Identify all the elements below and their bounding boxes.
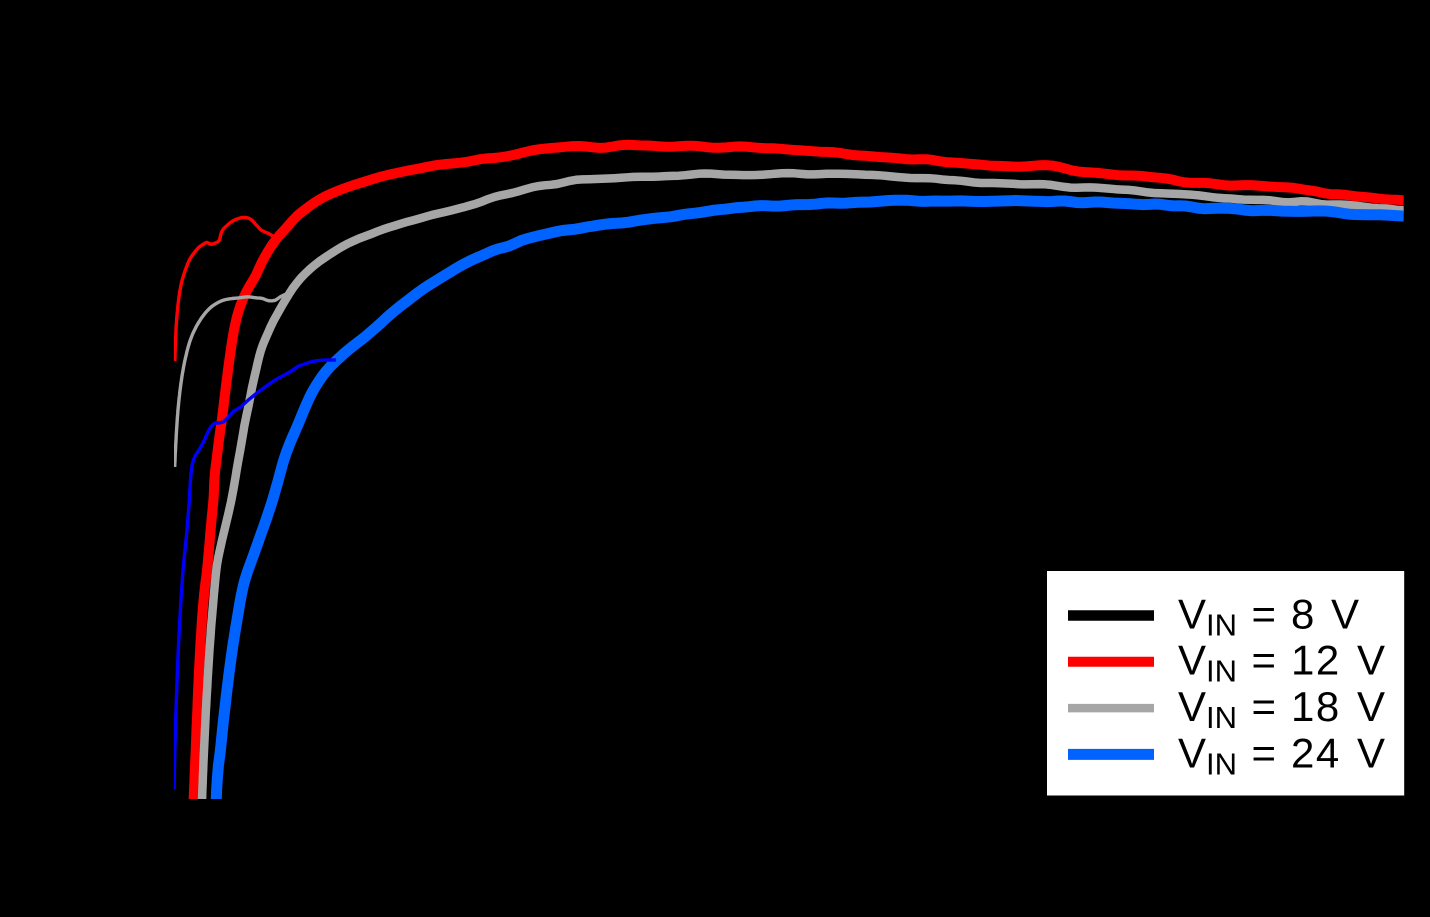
svg-text:IN: IN bbox=[1206, 654, 1237, 689]
svg-text:V: V bbox=[1178, 590, 1206, 637]
svg-text:=: = bbox=[1252, 637, 1277, 684]
svg-text:24: 24 bbox=[1291, 729, 1341, 776]
svg-text:V: V bbox=[1357, 729, 1385, 776]
svg-text:V: V bbox=[1178, 683, 1206, 730]
svg-text:=: = bbox=[1252, 590, 1277, 637]
svg-text:V: V bbox=[1357, 683, 1385, 730]
svg-text:IN: IN bbox=[1206, 700, 1237, 735]
svg-text:IN: IN bbox=[1206, 607, 1237, 642]
svg-text:IN: IN bbox=[1206, 746, 1237, 781]
svg-text:V: V bbox=[1178, 637, 1206, 684]
svg-text:8: 8 bbox=[1291, 590, 1316, 637]
svg-text:=: = bbox=[1252, 683, 1277, 730]
svg-text:V: V bbox=[1178, 729, 1206, 776]
svg-text:18: 18 bbox=[1291, 683, 1341, 730]
svg-text:V: V bbox=[1357, 637, 1385, 684]
svg-text:12: 12 bbox=[1291, 637, 1341, 684]
svg-text:V: V bbox=[1331, 590, 1359, 637]
svg-text:=: = bbox=[1252, 729, 1277, 776]
